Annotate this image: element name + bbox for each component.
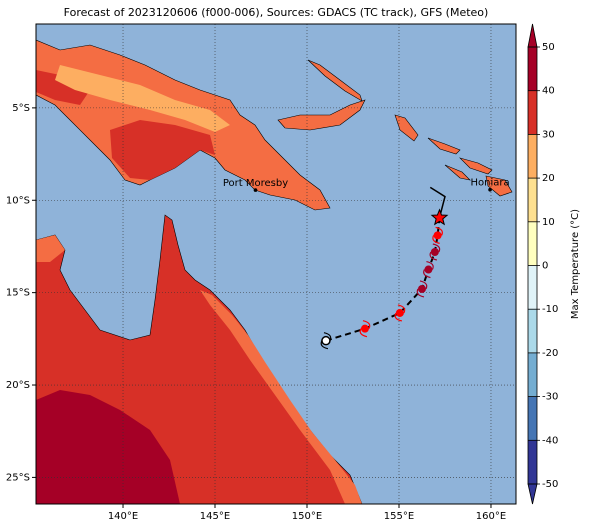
place-marker bbox=[488, 187, 492, 192]
colorbar-tick-label: 10 bbox=[542, 217, 555, 228]
land-warm bbox=[36, 70, 90, 105]
storm-point bbox=[360, 324, 369, 333]
colorbar-segment bbox=[528, 440, 537, 484]
map-title: Forecast of 2023120606 (f000-006), Sourc… bbox=[64, 6, 489, 19]
colorbar: -50 -40 -30 -20 -10 0 10 20 30 40 50 bbox=[527, 23, 558, 505]
colorbar-segment bbox=[528, 47, 537, 91]
storm-symbol-arc bbox=[429, 243, 441, 261]
island bbox=[444, 164, 471, 181]
graticule: 140°E 145°E 150°E 155°E 160°E 5°S 10°S 15°S 20°S… bbox=[6, 24, 516, 522]
storm-symbol-arc bbox=[359, 320, 371, 338]
colorbar-label: Max Temperature (°C) bbox=[570, 209, 581, 319]
colorbar-tick-label: 50 bbox=[542, 42, 555, 53]
colorbar-segment bbox=[528, 309, 537, 353]
storm-symbol-arc bbox=[394, 304, 406, 322]
colorbar-tick-label: 20 bbox=[542, 173, 555, 184]
colorbar-extend-top bbox=[527, 23, 538, 48]
island bbox=[485, 175, 513, 197]
colorbar-tick-label: -30 bbox=[542, 392, 558, 403]
colorbar-segment bbox=[528, 90, 537, 135]
storm-point bbox=[417, 284, 426, 293]
storm-symbol-arc bbox=[416, 280, 428, 298]
colorbar-segment bbox=[528, 265, 537, 310]
colorbar-tick-label: -40 bbox=[542, 435, 558, 446]
land-mild bbox=[200, 290, 362, 504]
colorbar-segment bbox=[528, 221, 537, 266]
storm-symbol-arc bbox=[432, 226, 443, 244]
place-marker bbox=[253, 188, 258, 192]
land-hot bbox=[36, 390, 180, 504]
track-observed bbox=[429, 186, 446, 218]
colorbar-tick-label: -20 bbox=[542, 348, 558, 359]
new-britain bbox=[277, 99, 366, 131]
y-tick-label: 5°S bbox=[12, 103, 30, 114]
map-area bbox=[36, 24, 516, 504]
x-tick-label: 155°E bbox=[384, 511, 414, 522]
colorbar-tick-label: -10 bbox=[542, 304, 558, 315]
storm-current bbox=[430, 208, 449, 226]
storm-point bbox=[321, 335, 331, 346]
x-tick-label: 150°E bbox=[292, 511, 322, 522]
storm-point bbox=[424, 265, 433, 274]
land-mild bbox=[55, 65, 230, 132]
y-tick-label: 25°S bbox=[6, 472, 30, 483]
land-mild bbox=[36, 235, 65, 262]
place-label: Port Moresby bbox=[223, 178, 288, 189]
land-warm bbox=[110, 120, 215, 180]
colorbar-segment bbox=[528, 134, 537, 179]
map-frame bbox=[35, 23, 517, 505]
colorbar-tick-label: 30 bbox=[542, 129, 555, 140]
y-tick-label: 20°S bbox=[6, 380, 30, 391]
colorbar-tick-label: 0 bbox=[542, 261, 548, 272]
place-label: Honiara bbox=[470, 178, 509, 189]
x-tick-label: 160°E bbox=[476, 511, 506, 522]
island bbox=[394, 114, 419, 142]
colorbar-tick-label: -50 bbox=[542, 479, 558, 490]
x-tick-label: 140°E bbox=[108, 511, 138, 522]
storm-symbol-arc bbox=[423, 260, 434, 279]
new-ireland bbox=[307, 59, 363, 102]
storm-track bbox=[320, 186, 449, 350]
x-tick-label: 145°E bbox=[200, 511, 230, 522]
storm-point bbox=[433, 231, 442, 240]
storm-point bbox=[395, 308, 404, 317]
y-tick-label: 10°S bbox=[6, 195, 30, 206]
colorbar-tick-label: 40 bbox=[542, 86, 555, 97]
island bbox=[427, 137, 461, 155]
colorbar-segment bbox=[528, 178, 537, 222]
colorbar-segment bbox=[528, 352, 537, 397]
colorbar-extend-bottom bbox=[527, 483, 538, 505]
island bbox=[458, 157, 493, 175]
storm-point bbox=[430, 247, 439, 256]
y-tick-label: 15°S bbox=[6, 288, 30, 299]
colorbar-segment bbox=[528, 396, 537, 441]
